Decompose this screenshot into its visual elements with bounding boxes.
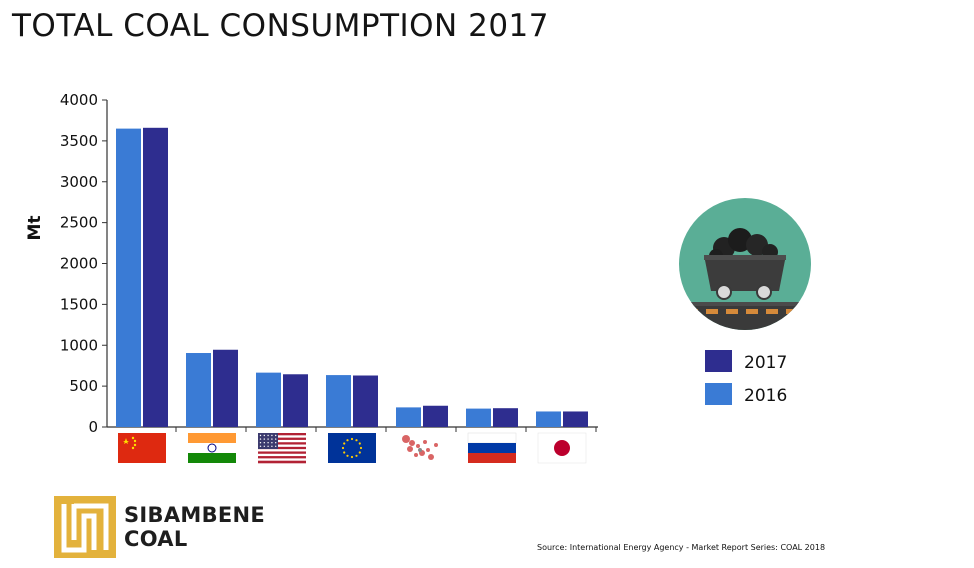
bar-2017-china bbox=[143, 127, 168, 428]
logo-text-line2: COAL bbox=[124, 527, 188, 551]
coal-mine-cart-icon bbox=[679, 198, 811, 330]
bars bbox=[116, 127, 597, 432]
flag-russia-icon bbox=[467, 432, 517, 463]
y-tick-label: 3500 bbox=[60, 132, 98, 150]
flag-eu-icon bbox=[328, 433, 376, 463]
flag-usa-icon bbox=[258, 433, 306, 464]
legend-swatch-2016 bbox=[705, 383, 732, 405]
y-axis: 0 500 1000 1500 2000 2500 3000 3500 4000 bbox=[60, 91, 598, 436]
y-axis-label: Mt bbox=[25, 215, 45, 240]
y-tick-label: 500 bbox=[69, 377, 98, 395]
y-tick-label: 2000 bbox=[60, 255, 98, 273]
bar-2017-japan bbox=[563, 411, 588, 427]
bar-2016-india bbox=[186, 353, 211, 427]
legend: 2017 2016 bbox=[705, 350, 787, 406]
bar-2016-russia bbox=[466, 408, 491, 427]
logo-mark-icon bbox=[54, 496, 116, 558]
bar-2017-united-states bbox=[283, 374, 308, 427]
source-note: Source: International Energy Agency - Ma… bbox=[537, 543, 826, 552]
legend-swatch-2017 bbox=[705, 350, 732, 372]
company-logo: SIBAMBENE COAL bbox=[50, 493, 270, 561]
y-tick-label: 2500 bbox=[60, 214, 98, 232]
bar-2017-southeast-asia bbox=[423, 405, 448, 427]
bar-2017-india bbox=[213, 349, 238, 427]
page-title: TOTAL COAL CONSUMPTION 2017 bbox=[12, 8, 549, 44]
logo-text-line1: SIBAMBENE bbox=[124, 503, 266, 527]
bar-2017-russia bbox=[493, 408, 518, 427]
flag-china-icon bbox=[118, 433, 166, 463]
flag-india-icon bbox=[188, 433, 236, 463]
map-southeast-asia-icon bbox=[398, 433, 446, 463]
bar-2017-european-union bbox=[353, 375, 378, 427]
category-flags bbox=[118, 432, 587, 464]
bar-2016-japan bbox=[536, 411, 561, 427]
y-tick-label: 3000 bbox=[60, 173, 98, 191]
y-tick-label: 0 bbox=[88, 418, 98, 436]
legend-label-2017: 2017 bbox=[744, 353, 787, 373]
y-tick-label: 1000 bbox=[60, 336, 98, 354]
bar-2016-united-states bbox=[256, 372, 281, 427]
y-tick-label: 4000 bbox=[60, 91, 98, 109]
bar-2016-european-union bbox=[326, 375, 351, 427]
legend-label-2016: 2016 bbox=[744, 386, 787, 406]
y-tick-label: 1500 bbox=[60, 295, 98, 313]
bar-2016-china bbox=[116, 128, 141, 428]
bar-2016-southeast-asia bbox=[396, 407, 421, 427]
flag-japan-icon bbox=[537, 432, 587, 464]
